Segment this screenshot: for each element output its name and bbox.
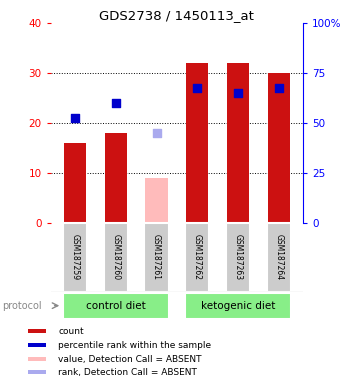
- Bar: [268, 73, 290, 223]
- Bar: [185, 223, 209, 292]
- Bar: [186, 63, 209, 223]
- Point: [154, 130, 160, 136]
- Text: GSM187261: GSM187261: [152, 234, 161, 280]
- Bar: [226, 223, 250, 292]
- Bar: [267, 223, 291, 292]
- Text: count: count: [58, 327, 84, 336]
- Text: percentile rank within the sample: percentile rank within the sample: [58, 341, 211, 350]
- Bar: [28, 329, 46, 333]
- Bar: [28, 343, 46, 347]
- Point: [194, 85, 200, 91]
- Text: value, Detection Call = ABSENT: value, Detection Call = ABSENT: [58, 354, 201, 364]
- Bar: [28, 356, 46, 361]
- Bar: [145, 178, 168, 223]
- Bar: [64, 143, 86, 223]
- Bar: [28, 370, 46, 374]
- Text: GSM187259: GSM187259: [70, 234, 79, 280]
- Text: GSM187264: GSM187264: [274, 234, 283, 280]
- Point: [72, 115, 78, 121]
- Title: GDS2738 / 1450113_at: GDS2738 / 1450113_at: [99, 9, 255, 22]
- Text: GSM187262: GSM187262: [193, 234, 202, 280]
- Text: GSM187260: GSM187260: [111, 234, 120, 280]
- Text: control diet: control diet: [86, 301, 145, 311]
- Text: GSM187263: GSM187263: [234, 234, 243, 280]
- Text: rank, Detection Call = ABSENT: rank, Detection Call = ABSENT: [58, 368, 197, 377]
- Text: ketogenic diet: ketogenic diet: [201, 301, 275, 311]
- Bar: [144, 223, 169, 292]
- Point: [276, 85, 282, 91]
- Bar: [63, 223, 87, 292]
- Point: [113, 100, 119, 106]
- Bar: [63, 293, 169, 319]
- Text: protocol: protocol: [2, 301, 42, 311]
- Bar: [104, 223, 128, 292]
- Bar: [105, 133, 127, 223]
- Bar: [185, 293, 291, 319]
- Bar: [227, 63, 249, 223]
- Point: [235, 90, 241, 96]
